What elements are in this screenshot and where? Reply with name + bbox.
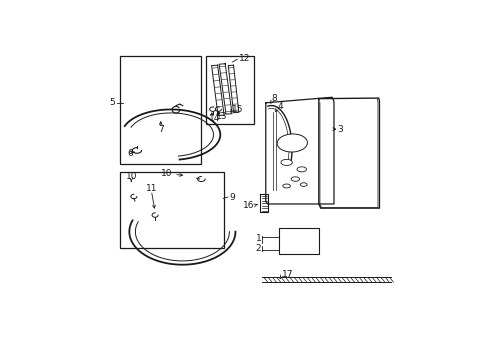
Text: 5: 5 — [109, 98, 115, 107]
Text: 17: 17 — [281, 270, 293, 279]
Text: 16: 16 — [243, 201, 254, 210]
Text: 10: 10 — [125, 172, 137, 181]
Text: 12: 12 — [238, 54, 249, 63]
Text: 8: 8 — [271, 94, 277, 103]
Text: 6: 6 — [127, 149, 133, 158]
Text: 13: 13 — [215, 112, 227, 121]
Text: 4: 4 — [277, 102, 283, 111]
Text: 14: 14 — [208, 114, 220, 123]
Bar — [279, 228, 318, 254]
Ellipse shape — [290, 177, 299, 181]
Text: 7: 7 — [158, 125, 163, 134]
Text: 10: 10 — [161, 169, 173, 178]
Ellipse shape — [282, 184, 290, 188]
Text: 2: 2 — [255, 244, 261, 253]
Bar — [120, 56, 201, 164]
Text: 15: 15 — [232, 105, 244, 114]
Bar — [206, 56, 254, 123]
Ellipse shape — [296, 167, 306, 172]
Text: 9: 9 — [228, 193, 234, 202]
Ellipse shape — [300, 183, 306, 186]
Bar — [120, 172, 224, 248]
Text: 1: 1 — [255, 234, 261, 243]
Ellipse shape — [280, 159, 292, 166]
Ellipse shape — [277, 134, 307, 152]
Text: 11: 11 — [146, 184, 158, 193]
Text: 3: 3 — [336, 125, 342, 134]
